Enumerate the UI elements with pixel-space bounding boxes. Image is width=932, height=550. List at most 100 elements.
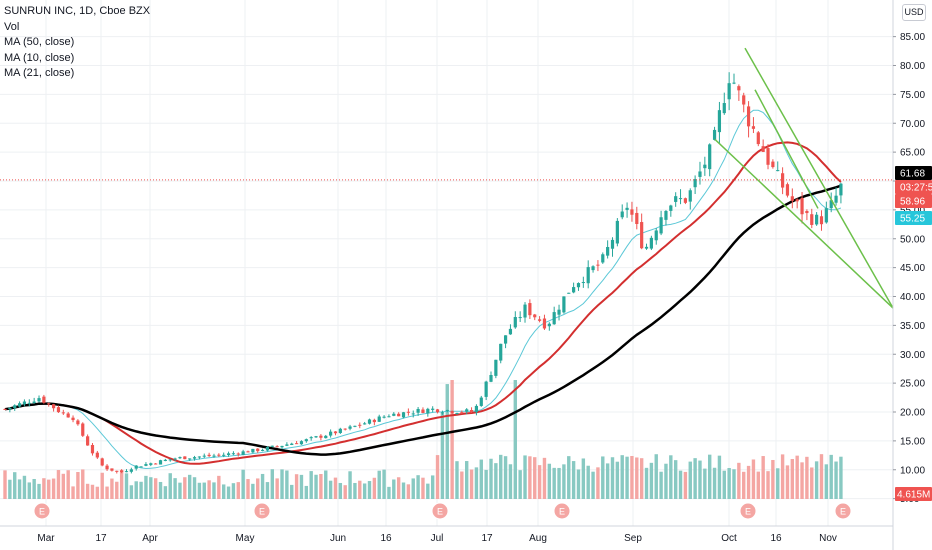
legend-volume[interactable]: Vol (4, 20, 20, 33)
candle-body (771, 161, 775, 168)
volume-bar (314, 474, 318, 499)
y-tick-label: 20.00 (900, 408, 925, 419)
earnings-marker[interactable] (431, 502, 449, 520)
volume-bar (610, 457, 615, 499)
volume-bar (309, 471, 313, 499)
volume-bar (455, 461, 459, 499)
volume-bar (523, 455, 527, 499)
candle-body (751, 126, 756, 129)
earnings-marker[interactable] (253, 502, 271, 520)
candle-body (66, 413, 70, 418)
candle-body (455, 413, 459, 415)
candle-body (790, 196, 794, 201)
candle-body (295, 443, 299, 445)
earnings-marker[interactable] (834, 502, 852, 520)
volume-bar (591, 471, 595, 499)
volume-bar (85, 483, 90, 499)
candle-body (42, 396, 46, 403)
volume-bar (377, 470, 381, 499)
price-tag-label: 61.68 (900, 169, 925, 180)
volume-tag[interactable] (895, 487, 932, 501)
candle-body (630, 209, 634, 215)
earnings-marker[interactable] (739, 502, 757, 520)
candle-body (810, 214, 814, 225)
volume-bar (746, 465, 751, 499)
candle-body (513, 317, 517, 328)
y-tick-label: 35.00 (900, 321, 925, 332)
candle-body (392, 413, 396, 416)
candle-body (591, 266, 595, 271)
legend-ma50[interactable]: MA (50, close) (4, 36, 75, 48)
volume-bar (76, 472, 80, 499)
volume-bar (304, 485, 309, 499)
volume-bar (834, 461, 838, 499)
volume-bar (727, 468, 731, 499)
candle-body (37, 398, 41, 402)
volume-bar (620, 455, 624, 499)
volume-bar (508, 464, 513, 499)
y-tick-label: 45.00 (900, 263, 925, 274)
candle-body (766, 148, 770, 165)
trendline-inner[interactable] (754, 89, 819, 209)
candle-body (572, 287, 576, 293)
volume-bar (435, 455, 440, 499)
price-tag[interactable] (895, 194, 932, 208)
volume-bar (712, 467, 717, 499)
x-tick-label: Sep (624, 533, 642, 544)
price-tag[interactable] (895, 166, 932, 180)
y-tick-label: 85.00 (900, 32, 925, 43)
volume-bar (639, 458, 644, 499)
candle-body (27, 402, 31, 404)
candle-body (839, 183, 843, 196)
candle-body (669, 205, 673, 211)
candle-body (620, 211, 624, 218)
candle-body (397, 413, 401, 417)
candle-body (309, 437, 313, 439)
candle-body (324, 435, 328, 439)
candle-body (640, 222, 644, 249)
volume-bar (499, 454, 503, 499)
candle-body (343, 428, 347, 430)
candle-body (474, 405, 479, 413)
volume-bar (445, 384, 449, 499)
volume-bar (474, 467, 479, 499)
candle-body (358, 424, 362, 426)
volume-bar (722, 470, 726, 499)
legend-symbol[interactable]: SUNRUN INC, 1D, Cboe BZX (4, 5, 151, 17)
y-tick-label: 75.00 (900, 90, 925, 101)
volume-bar (222, 484, 226, 499)
candle-body (202, 455, 206, 457)
volume-bar (338, 482, 343, 499)
candle-body (737, 86, 741, 91)
candle-body (95, 452, 99, 458)
candle-body (693, 179, 697, 188)
price-tag[interactable] (895, 180, 932, 194)
volume-bar (839, 456, 843, 499)
currency-button[interactable]: USD (902, 4, 926, 21)
legend-ma21[interactable]: MA (21, close) (4, 67, 75, 79)
volume-bar (265, 482, 270, 499)
price-tag[interactable] (895, 211, 932, 225)
volume-bar (703, 468, 707, 499)
legend-ma10[interactable]: MA (10, close) (4, 51, 75, 64)
earnings-marker[interactable] (33, 502, 51, 520)
trendline-upper[interactable] (744, 47, 894, 309)
y-tick-label: 15.00 (900, 436, 925, 447)
volume-bar (557, 467, 561, 499)
candle-body (499, 343, 503, 361)
volume-bar (124, 473, 129, 499)
volume-bar (158, 481, 163, 499)
volume-bar (465, 461, 469, 499)
candle-body (674, 196, 678, 202)
volume-bar (542, 457, 547, 499)
candle-body (329, 431, 333, 436)
x-tick-label: Nov (819, 533, 837, 544)
earnings-marker[interactable] (553, 502, 571, 520)
volume-bar (688, 461, 692, 499)
volume-bar (246, 479, 250, 499)
trendline-lower[interactable] (714, 138, 894, 309)
volume-bar (110, 478, 114, 499)
candle-body (781, 173, 785, 188)
volume-bar (319, 473, 323, 499)
